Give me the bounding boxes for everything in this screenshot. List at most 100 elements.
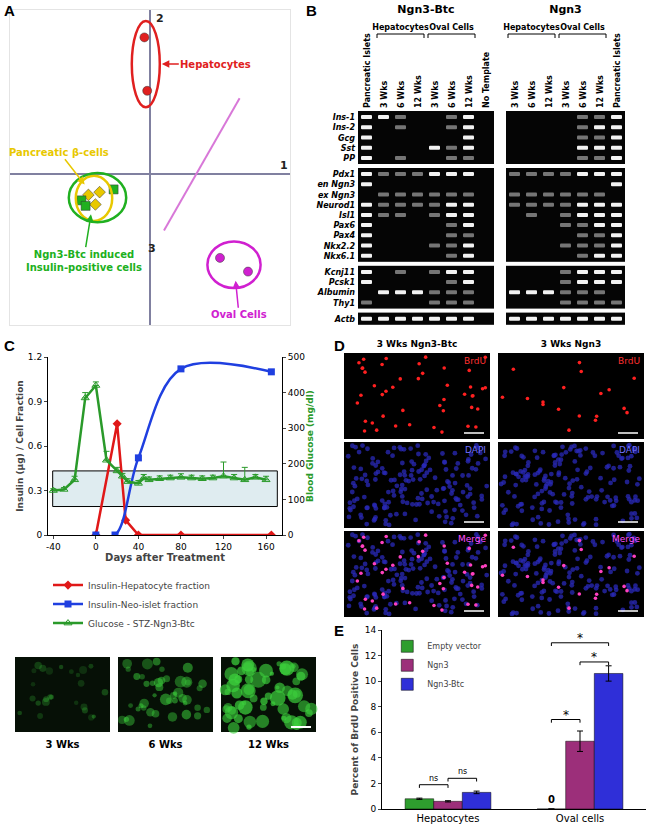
svg-text:12: 12 — [365, 651, 376, 661]
svg-text:Ngn3: Ngn3 — [427, 661, 448, 670]
svg-text:12 Wks: 12 Wks — [596, 75, 605, 108]
svg-text:Oval Cells: Oval Cells — [429, 23, 474, 32]
svg-text:12 Wks: 12 Wks — [545, 75, 554, 108]
svg-text:Ngn3-Btc: Ngn3-Btc — [397, 3, 454, 16]
svg-text:DAPI: DAPI — [465, 445, 486, 455]
svg-text:0: 0 — [36, 530, 42, 540]
svg-text:200: 200 — [288, 459, 305, 469]
svg-text:300: 300 — [288, 423, 305, 433]
svg-text:Neurod1: Neurod1 — [316, 201, 355, 210]
svg-text:Pancreatic β-cells: Pancreatic β-cells — [9, 147, 109, 158]
svg-text:100: 100 — [288, 495, 305, 505]
svg-text:Thy1: Thy1 — [333, 299, 355, 308]
svg-text:Pancreatic Islets: Pancreatic Islets — [613, 33, 622, 108]
svg-text:0.9: 0.9 — [28, 397, 43, 407]
svg-text:12 Wks: 12 Wks — [248, 739, 289, 750]
svg-text:40: 40 — [133, 542, 145, 552]
svg-text:400: 400 — [288, 388, 305, 398]
svg-text:3 Wks: 3 Wks — [431, 81, 440, 108]
svg-text:Pancreatic Islets: Pancreatic Islets — [363, 33, 372, 108]
svg-text:3 Wks: 3 Wks — [45, 739, 79, 750]
svg-text:Nkx2.2: Nkx2.2 — [324, 242, 356, 251]
svg-text:Pax4: Pax4 — [334, 231, 356, 240]
svg-text:*: * — [563, 708, 569, 722]
svg-text:Hepatocytes: Hepatocytes — [503, 23, 560, 32]
svg-text:Hepatocytes: Hepatocytes — [417, 813, 480, 824]
svg-text:6 Wks: 6 Wks — [148, 739, 182, 750]
svg-text:6: 6 — [370, 727, 376, 737]
svg-text:Albumin: Albumin — [317, 288, 355, 297]
svg-text:Ngn3-Btc inducedInsulin-positi: Ngn3-Btc inducedInsulin-positive cells — [26, 249, 142, 273]
svg-text:Insulin-Neo-islet fraction: Insulin-Neo-islet fraction — [88, 600, 198, 610]
svg-text:3 Wks Ngn3-Btc: 3 Wks Ngn3-Btc — [377, 339, 458, 349]
svg-text:0.3: 0.3 — [28, 486, 42, 496]
svg-text:0: 0 — [288, 530, 294, 540]
svg-text:Oval cells: Oval cells — [556, 813, 604, 824]
svg-text:Empty vector: Empty vector — [427, 642, 481, 651]
svg-text:ex Ngn3: ex Ngn3 — [318, 191, 355, 200]
svg-text:0: 0 — [93, 542, 99, 552]
svg-text:8: 8 — [370, 702, 376, 712]
svg-text:0: 0 — [548, 794, 555, 805]
svg-text:500: 500 — [288, 352, 305, 362]
svg-text:BrdU: BrdU — [464, 356, 486, 366]
svg-text:Sst: Sst — [341, 144, 357, 153]
svg-text:Oval Cells: Oval Cells — [560, 23, 605, 32]
svg-text:Insulin-Hepatocyte fraction: Insulin-Hepatocyte fraction — [88, 581, 210, 591]
svg-text:Pdx1: Pdx1 — [333, 170, 355, 179]
svg-text:80: 80 — [175, 542, 187, 552]
svg-text:ns: ns — [458, 767, 467, 776]
svg-text:Gcg: Gcg — [338, 134, 355, 143]
svg-text:Actb: Actb — [334, 315, 356, 324]
svg-text:3 Wks: 3 Wks — [380, 81, 389, 108]
svg-text:Ngn3-Btc: Ngn3-Btc — [427, 680, 464, 689]
svg-text:Glucose - STZ-Ngn3-Btc: Glucose - STZ-Ngn3-Btc — [88, 619, 195, 629]
svg-text:160: 160 — [257, 542, 274, 552]
svg-text:Merge: Merge — [612, 534, 641, 544]
svg-text:No Template: No Template — [482, 51, 491, 108]
svg-text:Days after Treatment: Days after Treatment — [105, 552, 225, 563]
svg-text:6 Wks: 6 Wks — [528, 81, 537, 108]
svg-text:Merge: Merge — [458, 534, 487, 544]
svg-text:PP: PP — [343, 154, 355, 163]
svg-text:1.2: 1.2 — [28, 352, 42, 362]
svg-text:Pax6: Pax6 — [334, 221, 356, 230]
svg-text:12 Wks: 12 Wks — [414, 75, 423, 108]
svg-text:4: 4 — [370, 753, 376, 763]
svg-text:14: 14 — [365, 625, 377, 635]
svg-text:-40: -40 — [46, 542, 61, 552]
svg-text:Isl1: Isl1 — [339, 211, 355, 220]
svg-text:Ins-1: Ins-1 — [333, 113, 355, 122]
svg-text:12 Wks: 12 Wks — [465, 75, 474, 108]
svg-text:1: 1 — [280, 159, 288, 172]
svg-text:Pcsk1: Pcsk1 — [329, 278, 355, 287]
svg-text:3 Wks: 3 Wks — [562, 81, 571, 108]
svg-text:BrdU: BrdU — [618, 356, 640, 366]
svg-text:3 Wks: 3 Wks — [511, 81, 520, 108]
svg-text:10: 10 — [365, 676, 377, 686]
svg-text:Insulin (µg) / Cell Fraction: Insulin (µg) / Cell Fraction — [15, 380, 25, 511]
svg-text:ns: ns — [429, 774, 438, 783]
svg-text:Ins-2: Ins-2 — [333, 123, 356, 132]
svg-text:Ngn3: Ngn3 — [549, 3, 582, 16]
svg-text:Blood Glucose (mg/dl): Blood Glucose (mg/dl) — [305, 390, 315, 502]
svg-text:3: 3 — [148, 242, 156, 255]
svg-text:Percent of BrdU Positive Cells: Percent of BrdU Positive Cells — [350, 644, 360, 796]
svg-text:6 Wks: 6 Wks — [579, 81, 588, 108]
svg-text:Hepatocytes: Hepatocytes — [372, 23, 429, 32]
svg-text:*: * — [577, 631, 583, 645]
svg-text:3 Wks Ngn3: 3 Wks Ngn3 — [541, 339, 601, 349]
svg-text:2: 2 — [156, 12, 164, 25]
svg-text:en Ngn3: en Ngn3 — [317, 180, 355, 189]
svg-text:2: 2 — [370, 779, 376, 789]
svg-text:Nkx6.1: Nkx6.1 — [324, 252, 355, 261]
svg-text:Hepatocytes: Hepatocytes — [180, 59, 251, 70]
svg-text:6 Wks: 6 Wks — [397, 81, 406, 108]
svg-text:Kcnj11: Kcnj11 — [324, 268, 355, 277]
svg-text:DAPI: DAPI — [619, 445, 640, 455]
svg-text:120: 120 — [215, 542, 232, 552]
svg-text:*: * — [591, 650, 597, 664]
svg-text:Oval Cells: Oval Cells — [211, 309, 267, 320]
svg-text:0: 0 — [370, 804, 376, 814]
svg-text:0.6: 0.6 — [28, 441, 43, 451]
